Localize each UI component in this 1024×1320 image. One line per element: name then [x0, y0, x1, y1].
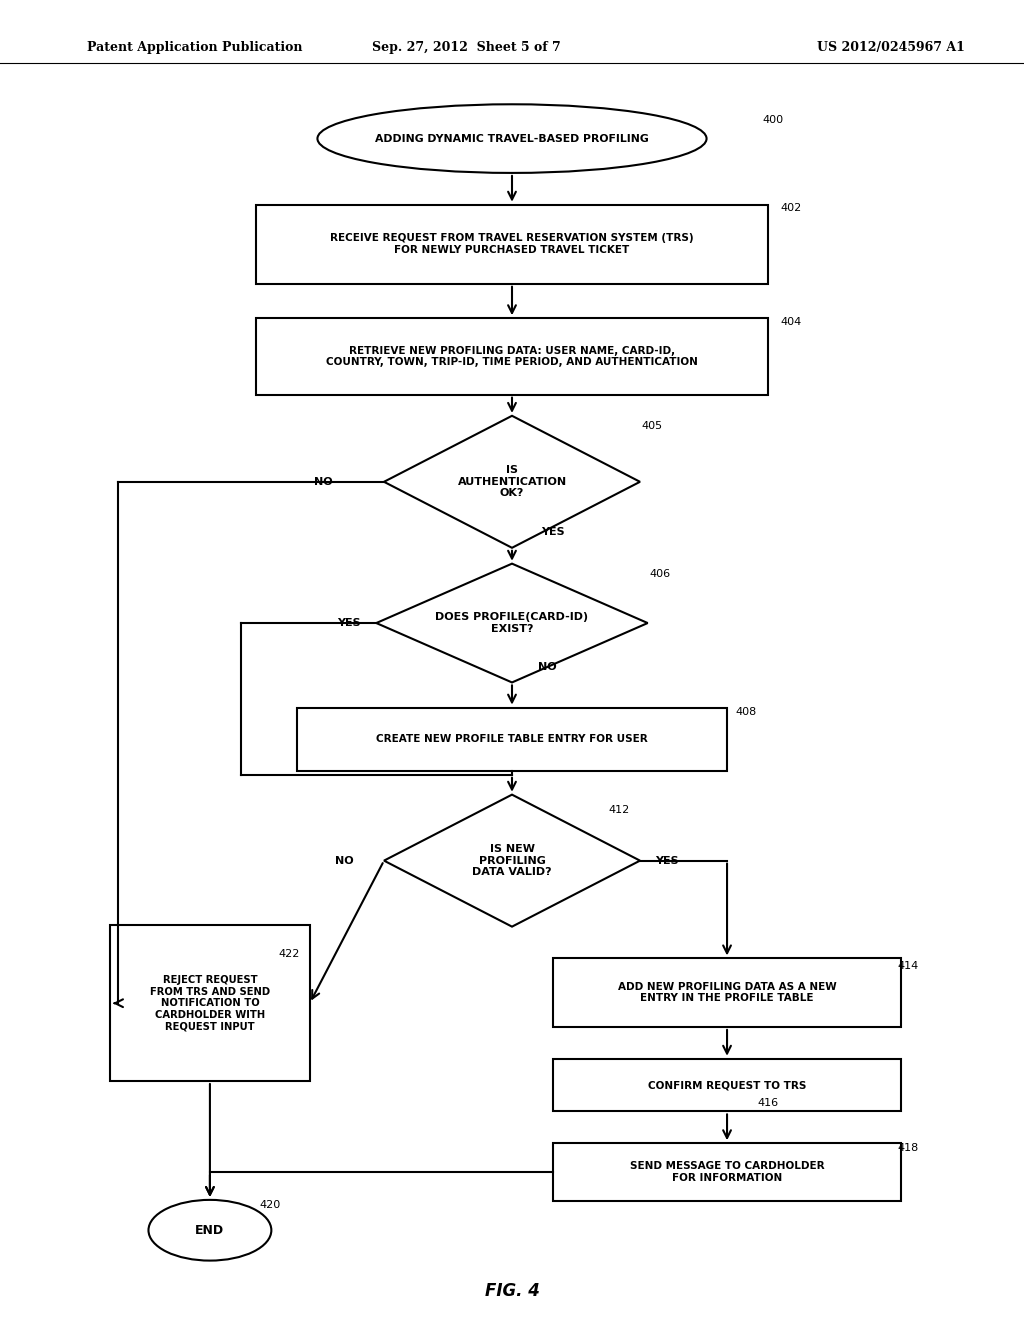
Text: FIG. 4: FIG. 4	[484, 1282, 540, 1300]
Text: 404: 404	[780, 317, 802, 327]
Text: Sep. 27, 2012  Sheet 5 of 7: Sep. 27, 2012 Sheet 5 of 7	[372, 41, 560, 54]
Text: IS NEW
PROFILING
DATA VALID?: IS NEW PROFILING DATA VALID?	[472, 843, 552, 878]
Text: 418: 418	[897, 1143, 919, 1154]
Text: 422: 422	[279, 949, 300, 960]
Text: YES: YES	[655, 855, 679, 866]
Text: IS
AUTHENTICATION
OK?: IS AUTHENTICATION OK?	[458, 465, 566, 499]
Text: ADDING DYNAMIC TRAVEL-BASED PROFILING: ADDING DYNAMIC TRAVEL-BASED PROFILING	[375, 133, 649, 144]
Text: REJECT REQUEST
FROM TRS AND SEND
NOTIFICATION TO
CARDHOLDER WITH
REQUEST INPUT: REJECT REQUEST FROM TRS AND SEND NOTIFIC…	[150, 975, 270, 1031]
Text: NO: NO	[314, 477, 333, 487]
Text: 416: 416	[758, 1098, 779, 1109]
Text: RETRIEVE NEW PROFILING DATA: USER NAME, CARD-ID,
COUNTRY, TOWN, TRIP-ID, TIME PE: RETRIEVE NEW PROFILING DATA: USER NAME, …	[326, 346, 698, 367]
Text: NO: NO	[335, 855, 353, 866]
Text: 400: 400	[763, 115, 784, 125]
Text: 420: 420	[259, 1200, 281, 1210]
Text: Patent Application Publication: Patent Application Publication	[87, 41, 302, 54]
Text: US 2012/0245967 A1: US 2012/0245967 A1	[817, 41, 965, 54]
Text: YES: YES	[541, 527, 564, 537]
Text: RECEIVE REQUEST FROM TRAVEL RESERVATION SYSTEM (TRS)
FOR NEWLY PURCHASED TRAVEL : RECEIVE REQUEST FROM TRAVEL RESERVATION …	[330, 234, 694, 255]
Text: DOES PROFILE(CARD-ID)
EXIST?: DOES PROFILE(CARD-ID) EXIST?	[435, 612, 589, 634]
Text: CONFIRM REQUEST TO TRS: CONFIRM REQUEST TO TRS	[648, 1080, 806, 1090]
Text: ADD NEW PROFILING DATA AS A NEW
ENTRY IN THE PROFILE TABLE: ADD NEW PROFILING DATA AS A NEW ENTRY IN…	[617, 982, 837, 1003]
Text: 414: 414	[897, 961, 919, 972]
Text: 405: 405	[641, 421, 663, 432]
Text: YES: YES	[337, 618, 360, 628]
Text: 406: 406	[649, 569, 671, 579]
Text: NO: NO	[538, 661, 556, 672]
Text: 402: 402	[780, 203, 802, 214]
Text: 412: 412	[608, 805, 630, 816]
Text: END: END	[196, 1224, 224, 1237]
Text: 408: 408	[735, 708, 757, 718]
Text: SEND MESSAGE TO CARDHOLDER
FOR INFORMATION: SEND MESSAGE TO CARDHOLDER FOR INFORMATI…	[630, 1162, 824, 1183]
Text: CREATE NEW PROFILE TABLE ENTRY FOR USER: CREATE NEW PROFILE TABLE ENTRY FOR USER	[376, 734, 648, 744]
